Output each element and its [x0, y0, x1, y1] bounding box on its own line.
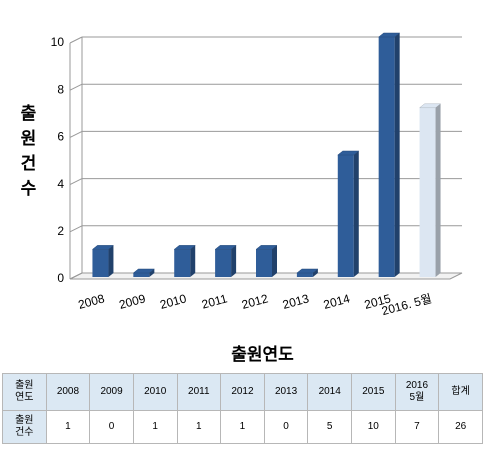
y-tick-label: 10: [51, 35, 65, 49]
bar: [377, 32, 401, 277]
bar-side: [312, 269, 318, 277]
x-tick-label: 2012: [240, 291, 270, 312]
y-tick-label: 2: [57, 224, 64, 238]
x-tick-label: 2014: [322, 291, 352, 312]
bar-side: [231, 245, 237, 277]
bar-front: [256, 249, 272, 277]
x-tick-label: 2013: [281, 291, 311, 312]
table-cell: 1: [176, 410, 222, 444]
x-tick-label: 2015: [363, 291, 393, 312]
header-cell: 2015: [351, 373, 396, 411]
bar: [296, 268, 319, 277]
grid-line-side: [69, 36, 83, 44]
bar-front: [419, 107, 436, 277]
header-cell: 2010: [132, 373, 178, 411]
y-axis-title: 출원건수: [17, 104, 36, 204]
x-tick-label: 2008: [77, 291, 107, 312]
table-header-row: 출원 연도 2008 2009 2010 2011 2012 2013 2014 2015 201…: [2, 373, 483, 411]
header-cell: 합계: [438, 373, 483, 411]
header-cell: 2012: [220, 373, 265, 411]
bar: [418, 103, 442, 277]
data-table: 출원 연도 2008 2009 2010 2011 2012 2013 2014 2015 201…: [2, 373, 483, 444]
x-tick-label: 2010: [158, 291, 188, 312]
x-axis-title: 출원연도: [231, 345, 294, 364]
table-cell: 26: [438, 410, 483, 444]
x-tick-label: 2009: [118, 291, 148, 312]
bar: [255, 245, 278, 277]
header-cell: 출원 연도: [2, 373, 47, 411]
table-cell: 1: [132, 410, 178, 444]
bar-side: [394, 33, 400, 277]
header-cell: 2013: [263, 373, 309, 411]
bar-side: [108, 245, 114, 277]
grid-line-side: [69, 272, 83, 280]
grid-line-side: [69, 130, 83, 138]
y-tick-label: 6: [57, 130, 64, 144]
x-tick-label: 2011: [200, 291, 229, 311]
bar-front: [133, 273, 150, 277]
table-cell: 0: [89, 410, 134, 444]
y-tick-label: 4: [57, 177, 64, 191]
bar-front: [337, 155, 354, 277]
table-cell: 7: [394, 410, 440, 444]
header-cell: 2008: [45, 373, 91, 411]
bar: [214, 245, 237, 277]
bar-front: [174, 249, 191, 277]
table-cell: 5: [307, 410, 352, 444]
bar-side: [272, 245, 277, 277]
bar: [91, 245, 115, 277]
bar-front: [215, 249, 232, 277]
bar: [173, 245, 196, 277]
table-cell: 출원 건수: [2, 410, 47, 444]
table-cell: 1: [220, 410, 265, 444]
bar-front: [378, 37, 395, 277]
table-cell: 1: [45, 410, 91, 444]
bar-side: [353, 151, 359, 277]
table-cell: 10: [351, 410, 396, 444]
table-cell: 0: [263, 410, 309, 444]
y-tick-label: 0: [57, 271, 64, 285]
bar-front: [296, 273, 313, 277]
table-row: 출원 건수 1 0 1 1 1 0 5 10 7 26: [2, 410, 483, 444]
grid-line-side: [69, 178, 83, 186]
bar: [337, 150, 360, 277]
grid-line-side: [69, 83, 83, 91]
bar-side: [190, 245, 196, 277]
bar-side: [149, 269, 155, 277]
bar: [132, 268, 156, 277]
header-cell: 2011: [176, 373, 222, 411]
grid-line-side: [69, 225, 83, 233]
header-cell: 2016 5월: [394, 373, 440, 411]
y-tick-label: 8: [57, 82, 64, 96]
bar-side: [435, 103, 441, 277]
header-cell: 2009: [89, 373, 134, 411]
bar-front: [92, 249, 109, 277]
header-cell: 2014: [307, 373, 352, 411]
